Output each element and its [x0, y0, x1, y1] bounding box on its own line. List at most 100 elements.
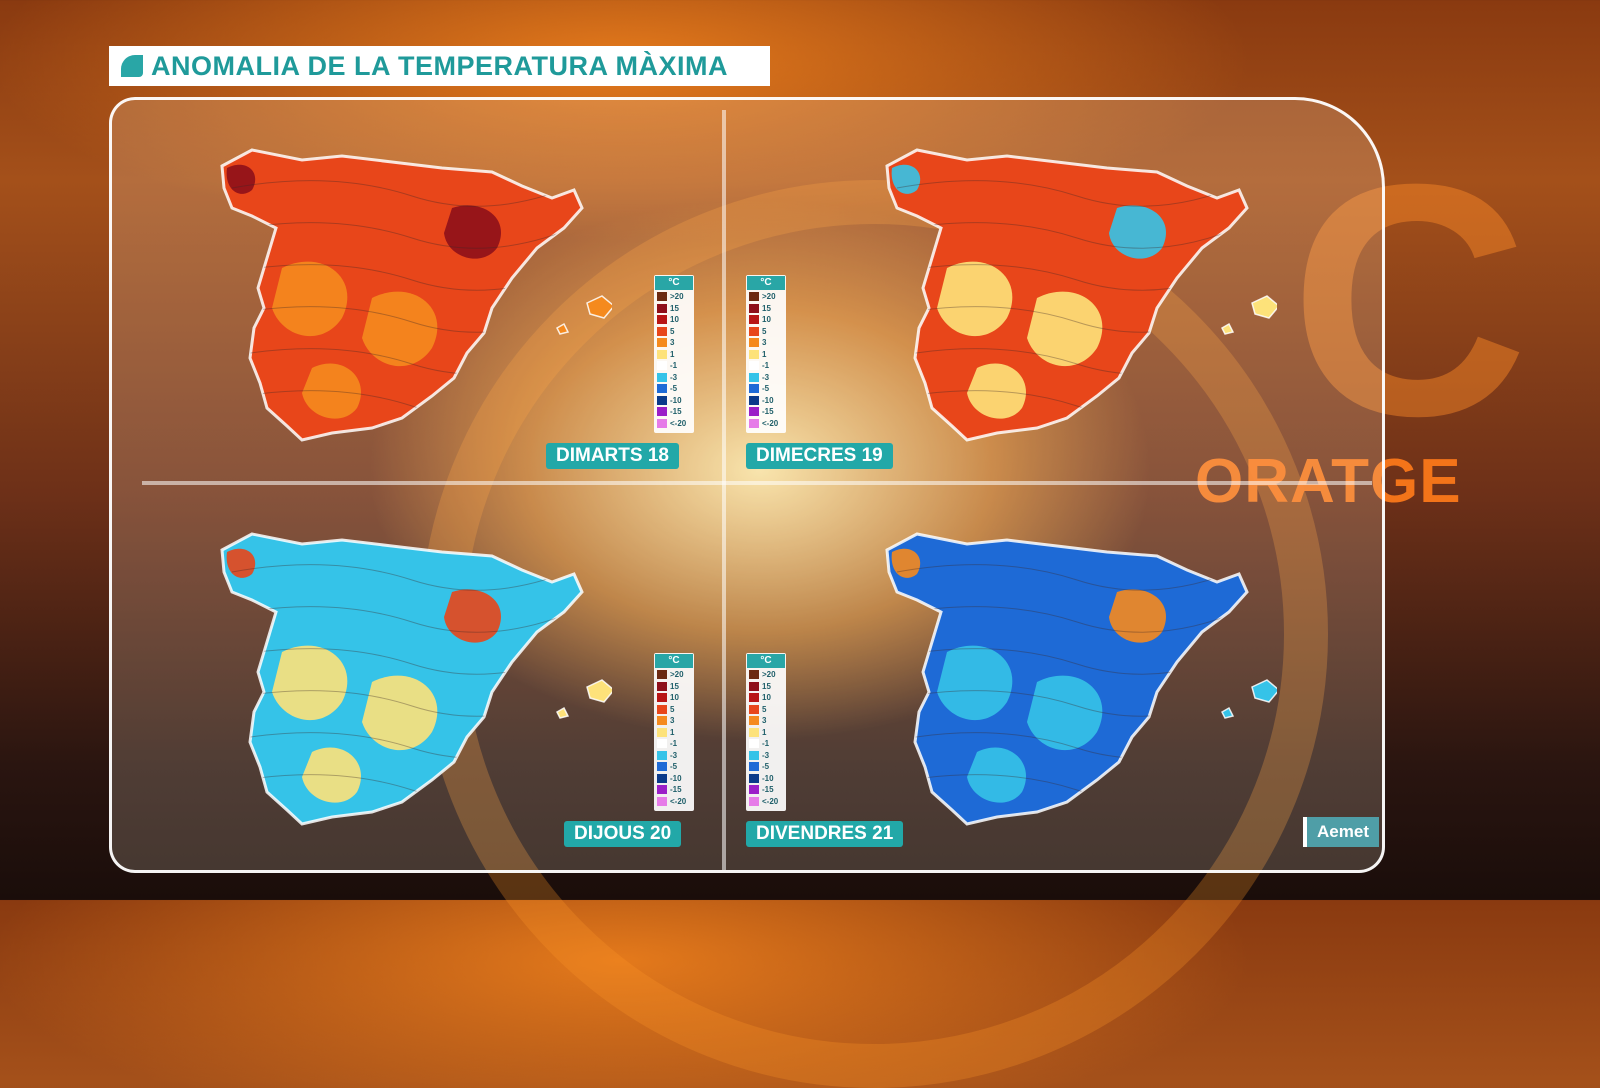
day-label-divendres-21: DIVENDRES 21: [746, 821, 904, 847]
legend-label: -15: [670, 407, 682, 417]
legend-label: 1: [762, 727, 767, 737]
legend-swatch: [749, 303, 759, 313]
province-border: [231, 180, 582, 207]
horizontal-divider: [142, 481, 1372, 485]
legend-entry: <-20: [749, 796, 786, 808]
anomaly-region: [302, 363, 361, 419]
legend-label: -1: [670, 739, 678, 749]
legend-label: 5: [670, 326, 675, 336]
legend-swatch: [749, 361, 759, 371]
legend-divendres-21: °C >20 15 10 5 3 1 -1 -3 -5 -10 -15 <-20: [746, 653, 786, 811]
legend-swatch: [657, 750, 667, 760]
legend-swatch: [749, 681, 759, 691]
legend-entry: 10: [657, 692, 694, 704]
day-label-dimarts-18: DIMARTS 18: [546, 443, 679, 469]
legend-label: -1: [762, 361, 770, 371]
legend-swatch: [657, 762, 667, 772]
day-label-dimecres-19: DIMECRES 19: [746, 443, 893, 469]
anomaly-region: [302, 747, 361, 803]
legend-label: 3: [670, 338, 675, 348]
legend-label: <-20: [670, 796, 687, 806]
legend-unit: °C: [655, 276, 693, 290]
legend-label: 15: [670, 681, 679, 691]
legend-label: -3: [762, 750, 770, 760]
legend-entry: 15: [749, 303, 786, 315]
legend-swatch: [657, 418, 667, 428]
legend-swatch: [749, 384, 759, 394]
legend-label: >20: [670, 292, 684, 302]
anomaly-region: [1027, 675, 1103, 751]
anomaly-region: [937, 645, 1013, 721]
legend-entry: >20: [749, 669, 786, 681]
legend-label: 3: [762, 716, 767, 726]
anomaly-region: [362, 291, 438, 367]
legend-swatch: [749, 727, 759, 737]
legend-entry: 5: [657, 704, 694, 716]
legend-label: 5: [762, 326, 767, 336]
legend-entry: -5: [657, 383, 694, 395]
legend-entry: -1: [749, 738, 786, 750]
legend-entry: -3: [657, 372, 694, 384]
legend-unit: °C: [747, 276, 785, 290]
anomaly-region: [226, 164, 256, 194]
legend-entry: 1: [749, 727, 786, 739]
legend-entry: >20: [657, 669, 694, 681]
legend-entry: -15: [749, 406, 786, 418]
legend-entry: -5: [657, 761, 694, 773]
legend-swatch: [749, 407, 759, 417]
anomaly-region: [967, 363, 1026, 419]
province-border: [896, 564, 1247, 591]
legend-entry: 3: [749, 715, 786, 727]
legend-entry: 5: [749, 326, 786, 338]
legend-entry: 3: [657, 715, 694, 727]
province-border: [896, 606, 1247, 633]
legend-label: 5: [670, 704, 675, 714]
province-border: [231, 564, 582, 591]
legend-swatch: [657, 395, 667, 405]
balearic-island: [586, 679, 612, 703]
legend-swatch: [749, 326, 759, 336]
balearic-island: [1251, 679, 1277, 703]
anomaly-region: [1109, 589, 1166, 643]
anomaly-region: [1027, 291, 1103, 367]
legend-label: -5: [670, 384, 678, 394]
legend-entry: 3: [657, 337, 694, 349]
province-border: [231, 222, 582, 249]
legend-dimecres-19: °C >20 15 10 5 3 1 -1 -3 -5 -10 -15 <-20: [746, 275, 786, 433]
balearic-island: [586, 295, 612, 319]
legend-label: 10: [670, 693, 679, 703]
legend-swatch: [657, 349, 667, 359]
legend-label: 15: [762, 303, 771, 313]
anomaly-region: [937, 261, 1013, 337]
legend-label: 10: [762, 315, 771, 325]
legend-unit: °C: [655, 654, 693, 668]
legend-entry: -3: [749, 372, 786, 384]
legend-swatch: [749, 704, 759, 714]
balearic-island: [1221, 322, 1235, 335]
day-label-dijous-20: DIJOUS 20: [564, 821, 682, 847]
balearic-island: [1221, 706, 1235, 719]
legend-label: >20: [762, 292, 776, 302]
legend-entry: 15: [749, 681, 786, 693]
legend-label: -3: [670, 372, 678, 382]
balearic-island: [556, 322, 570, 335]
province-border: [231, 606, 582, 633]
legend-swatch: [749, 670, 759, 680]
legend-entry: -15: [749, 784, 786, 796]
legend-swatch: [749, 395, 759, 405]
legend-label: -5: [762, 762, 770, 772]
legend-entry: <-20: [749, 418, 786, 430]
legend-label: 15: [762, 681, 771, 691]
legend-swatch: [657, 704, 667, 714]
legend-label: -3: [670, 750, 678, 760]
anomaly-region: [272, 645, 348, 721]
legend-label: 10: [670, 315, 679, 325]
legend-label: 1: [670, 349, 675, 359]
legend-swatch: [657, 773, 667, 783]
balearic-island: [1251, 295, 1277, 319]
legend-entry: -10: [657, 773, 694, 785]
legend-entry: 3: [749, 337, 786, 349]
legend-swatch: [657, 681, 667, 691]
legend-swatch: [657, 407, 667, 417]
legend-entry: -5: [749, 383, 786, 395]
